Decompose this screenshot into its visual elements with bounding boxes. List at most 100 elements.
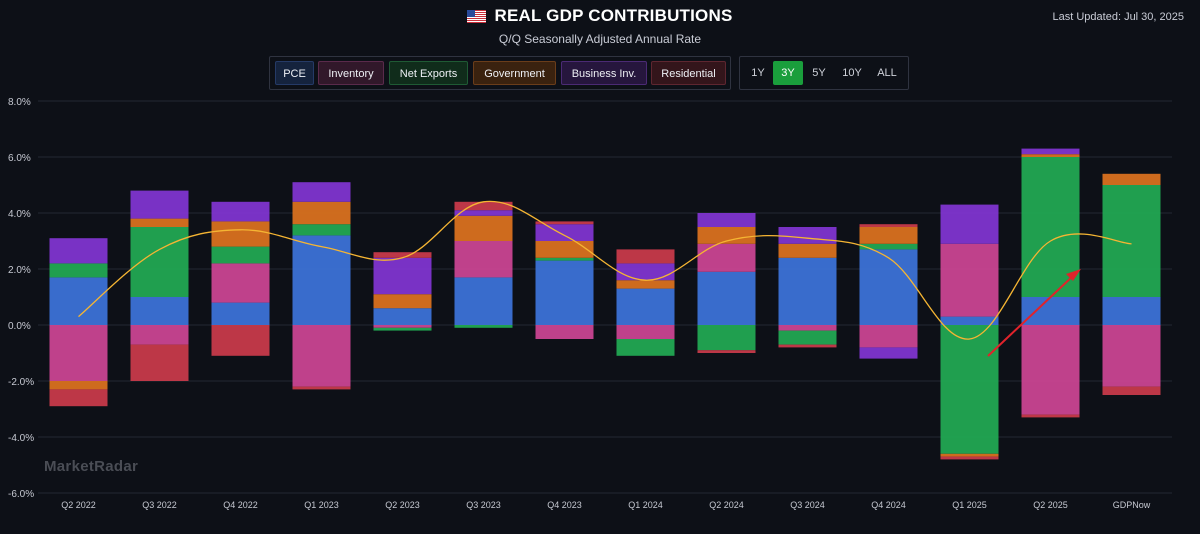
- bar-segment: [940, 456, 999, 460]
- x-tick-label: Q1 2024: [628, 500, 663, 510]
- y-tick-label: 0.0%: [8, 321, 31, 332]
- total-gdp-line: [78, 200, 1132, 340]
- bar-segment: [697, 243, 756, 272]
- legend-label-residential: Residential: [661, 68, 716, 80]
- chart-header: REAL GDP CONTRIBUTIONS Q/Q Seasonally Ad…: [0, 0, 1200, 52]
- bar-segment: [535, 221, 594, 225]
- bar-segment: [778, 325, 837, 331]
- bar-segment: [535, 224, 594, 241]
- legend-item-business-inv[interactable]: Business Inv.: [561, 61, 647, 85]
- range-button-3y[interactable]: 3Y: [773, 61, 803, 85]
- bar-segment: [1021, 325, 1080, 415]
- legend-item-pce[interactable]: PCE: [275, 61, 314, 85]
- x-tick-label: Q1 2025: [952, 500, 987, 510]
- bar-segment: [616, 280, 675, 289]
- legend-item-residential[interactable]: Residential: [651, 61, 726, 85]
- range-button-5y[interactable]: 5Y: [812, 67, 826, 79]
- last-updated-label: Last Updated: Jul 30, 2025: [1052, 11, 1184, 23]
- bar-segment: [373, 257, 432, 295]
- bar-segment: [292, 224, 351, 236]
- bar-segment: [373, 325, 432, 328]
- bar-segment: [130, 227, 189, 297]
- bar-segment: [454, 277, 513, 325]
- bar-segment: [130, 218, 189, 227]
- y-tick-label: 4.0%: [8, 209, 31, 220]
- bar-segment: [49, 389, 108, 407]
- bar-segment: [697, 350, 756, 353]
- bar-segment: [211, 221, 270, 247]
- legend-label-government: Government: [484, 68, 545, 80]
- y-tick-label: 8.0%: [8, 97, 31, 108]
- x-tick-label: Q3 2022: [142, 500, 177, 510]
- y-tick-label: -6.0%: [8, 489, 34, 500]
- bar-segment: [535, 241, 594, 258]
- bar-segment: [778, 344, 837, 348]
- bar-segment: [616, 325, 675, 339]
- bar-segment: [211, 246, 270, 264]
- bar-segment: [454, 201, 513, 211]
- bar-segment: [454, 215, 513, 241]
- x-tick-label: Q1 2023: [304, 500, 339, 510]
- bar-segment: [697, 213, 756, 227]
- bar-segment: [1102, 386, 1161, 395]
- bar-segment: [211, 201, 270, 222]
- grid-lines: [38, 100, 1172, 494]
- bar-segment: [49, 238, 108, 264]
- legend-label-business-inv: Business Inv.: [571, 68, 637, 80]
- x-tick-label: Q2 2023: [385, 500, 420, 510]
- arrow-shaft: [987, 274, 1075, 357]
- bar-segment: [940, 453, 999, 457]
- bar-segment: [130, 190, 189, 219]
- range-button-1y[interactable]: 1Y: [751, 67, 765, 79]
- range-button-all[interactable]: ALL: [877, 67, 897, 79]
- bar-segment: [373, 327, 432, 331]
- annotation-arrow: [987, 269, 1081, 357]
- legend-item-government[interactable]: Government: [473, 61, 556, 85]
- bar-segment: [1102, 173, 1161, 185]
- bar-segment: [535, 260, 594, 325]
- x-tick-label: Q3 2023: [466, 500, 501, 510]
- legend-item-net-exports[interactable]: Net Exports: [389, 61, 468, 85]
- total-line-path: [78, 200, 1132, 340]
- bar-segment: [535, 325, 594, 339]
- bar-segment: [535, 257, 594, 261]
- bar-segment: [616, 263, 675, 281]
- y-tick-label: 2.0%: [8, 265, 31, 276]
- range-button-10y[interactable]: 10Y: [842, 67, 862, 79]
- series-legend: PCE Inventory Net Exports Government Bus…: [269, 56, 731, 90]
- bar-segment: [373, 252, 432, 258]
- bar-segment: [454, 241, 513, 278]
- bar-segment: [778, 227, 837, 244]
- bar-segment: [1021, 148, 1080, 155]
- bar-segment: [1102, 325, 1161, 387]
- stacked-bars: [49, 148, 1161, 460]
- us-flag-icon: [467, 9, 487, 23]
- bar-segment: [49, 277, 108, 325]
- x-tick-label: GDPNow: [1113, 500, 1151, 510]
- bar-segment: [211, 325, 270, 356]
- bar-segment: [616, 249, 675, 264]
- bar-segment: [292, 325, 351, 387]
- bar-segment: [697, 271, 756, 325]
- chart-subtitle: Q/Q Seasonally Adjusted Annual Rate: [498, 32, 702, 46]
- bar-segment: [130, 297, 189, 325]
- chart-title: REAL GDP CONTRIBUTIONS: [467, 6, 732, 26]
- bar-segment: [778, 330, 837, 345]
- bar-segment: [211, 302, 270, 325]
- bar-segment: [859, 227, 918, 244]
- legend-item-inventory[interactable]: Inventory: [318, 61, 384, 85]
- bar-segment: [292, 235, 351, 325]
- bar-segment: [130, 344, 189, 381]
- legend-label-net-exports: Net Exports: [399, 68, 458, 80]
- bar-segment: [292, 201, 351, 225]
- bar-segment: [859, 347, 918, 359]
- bar-segment: [292, 182, 351, 202]
- x-tick-label: Q2 2024: [709, 500, 744, 510]
- x-tick-label: Q2 2025: [1033, 500, 1068, 510]
- bar-segment: [616, 339, 675, 356]
- x-tick-label: Q3 2024: [790, 500, 825, 510]
- y-tick-label: -4.0%: [8, 433, 34, 444]
- bar-segment: [940, 204, 999, 244]
- bar-segment: [697, 325, 756, 351]
- bar-segment: [49, 325, 108, 381]
